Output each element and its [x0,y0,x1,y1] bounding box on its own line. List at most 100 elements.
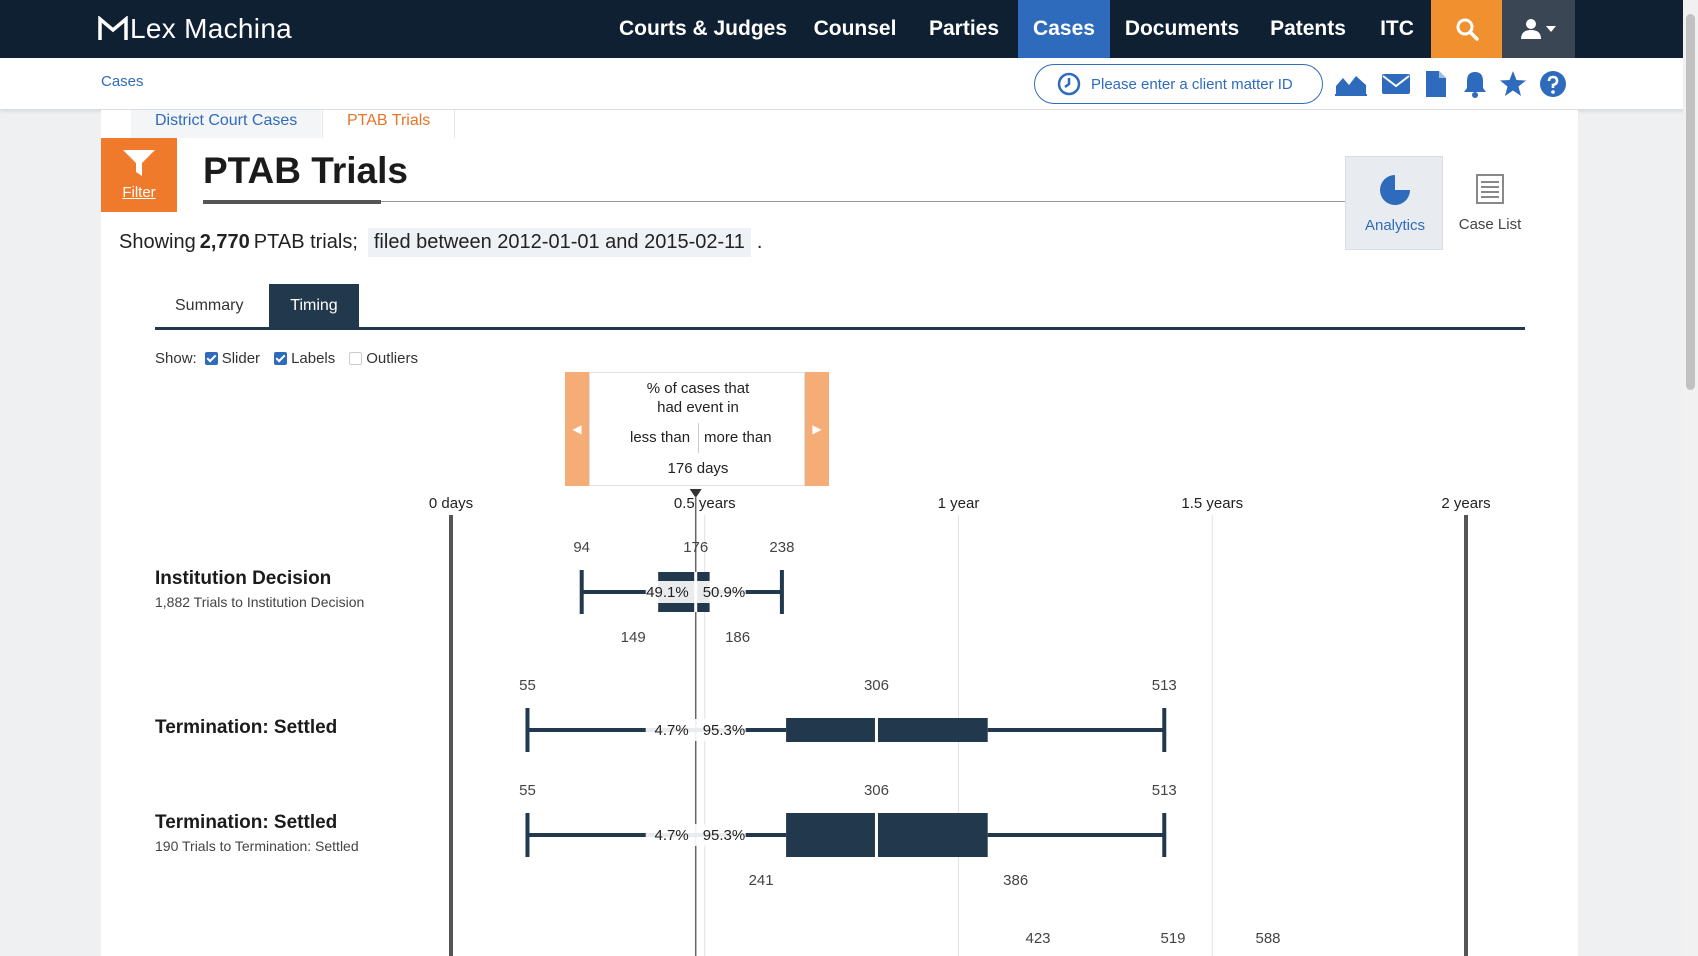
slider-checkbox[interactable] [204,352,218,365]
nav-courts-judges[interactable]: Courts & Judges [618,17,788,40]
nav-patents[interactable]: Patents [1270,17,1346,40]
analytics-tabs: Summary Timing [155,284,1525,330]
top-nav: Lex Machina Courts & Judges Counsel Part… [0,0,1698,58]
sub-header: Cases Please enter a client matter ID [0,58,1698,110]
tab-district-court-cases[interactable]: District Court Cases [131,110,322,138]
row-title-termination-settled-2: Termination: Settled [155,812,338,833]
bell-icon [1464,72,1486,98]
slider-option-divider [698,423,699,453]
pie-chart-icon [1380,175,1410,205]
alerts-button[interactable] [1459,69,1491,99]
pct-less-label: 49.1% [646,584,689,601]
value-label-bottom: 241 [749,872,774,889]
value-label-top: 94 [573,539,590,556]
value-label-top: 238 [769,539,794,556]
date-filter-chip[interactable]: filed between 2012-01-01 and 2015-02-11 [367,228,751,257]
page-scrollbar-thumb[interactable] [1686,14,1695,390]
value-label-top: 513 [1152,782,1177,799]
help-icon [1540,71,1566,97]
slider-caption: % of cases that had event in [590,379,806,417]
funnel-icon [123,150,155,176]
breadcrumb[interactable]: Cases [101,73,144,90]
axis-tick-label: 0.5 years [674,495,736,512]
app-name: Lex Machina [130,13,293,44]
value-label-top: 306 [864,782,889,799]
show-options: Show: Slider Labels Outliers [155,350,424,367]
iqr-box [786,813,988,857]
value-label-next-row: 423 [1025,930,1050,947]
labels-checkbox[interactable] [274,352,288,365]
search-button[interactable] [1431,0,1502,58]
main-card: District Court Cases PTAB Trials Filter … [101,110,1578,956]
pct-less-label: 4.7% [655,722,689,739]
results-summary: Showing 2,770 PTAB trials; filed between… [119,228,762,257]
value-label-bottom: 386 [1003,872,1028,889]
slider-right-arrow[interactable]: ▶ [805,372,829,486]
showing-suffix: PTAB trials; [253,231,358,253]
slider-panel: % of cases that had event in less than m… [589,372,805,486]
document-icon [1426,71,1446,97]
outliers-checkbox-label[interactable]: Outliers [366,350,418,367]
document-button[interactable] [1420,69,1452,99]
slider-days-value: 176 days [667,460,729,477]
analytics-chart-button[interactable] [1335,69,1367,99]
user-icon [1520,19,1556,39]
tab-timing[interactable]: Timing [269,284,359,327]
filter-button[interactable]: Filter [101,138,177,212]
analytics-view-button[interactable]: Analytics [1345,156,1443,250]
title-underline [203,200,381,204]
value-label-next-row: 588 [1255,930,1280,947]
client-matter-label: Please enter a client matter ID [1091,75,1293,93]
iqr-box [786,718,988,742]
axis-tick-label: 2 years [1441,495,1490,512]
pct-more-label: 95.3% [703,827,746,844]
logo[interactable]: Lex Machina [98,13,292,45]
pct-more-label: 95.3% [703,722,746,739]
value-label-top: 55 [519,782,536,799]
list-icon [1476,174,1504,204]
slider-caption-line2: had event in [657,399,739,416]
help-button[interactable] [1537,69,1569,99]
client-matter-button[interactable]: Please enter a client matter ID [1034,64,1323,104]
tab-ptab-trials[interactable]: PTAB Trials [322,110,456,138]
value-label-bottom: 149 [621,629,646,646]
clock-icon [1057,72,1081,96]
favorites-button[interactable] [1497,69,1529,99]
outliers-checkbox[interactable] [349,352,363,365]
value-label-next-row: 519 [1160,930,1185,947]
value-label-top: 55 [519,677,536,694]
slider-checkbox-label[interactable]: Slider [221,350,261,367]
slider-caption-line1: % of cases that [646,380,750,397]
area-chart-icon [1335,76,1367,96]
show-label: Show: [155,350,197,367]
pct-less-label: 4.7% [655,827,689,844]
axis-tick-label: 1.5 years [1181,495,1243,512]
more-than-option[interactable]: more than [704,429,772,446]
slider-left-arrow[interactable]: ◀ [565,372,589,486]
title-divider [203,201,1414,202]
nav-itc[interactable]: ITC [1380,17,1414,40]
less-than-option[interactable]: less than [630,429,691,446]
labels-checkbox-label[interactable]: Labels [291,350,336,367]
row-subtitle-institution-decision: 1,882 Trials to Institution Decision [155,594,365,610]
result-count: 2,770 [199,231,250,253]
nav-parties[interactable]: Parties [928,17,1000,40]
row-subtitle-termination-settled-2: 190 Trials to Termination: Settled [155,838,359,854]
showing-prefix: Showing [119,231,196,253]
analytics-view-label: Analytics [1364,217,1426,234]
case-list-view-button[interactable]: Case List [1441,156,1539,250]
value-label-top: 176 [683,539,708,556]
logo-mark-icon [98,16,128,40]
nav-counsel[interactable]: Counsel [813,17,897,40]
nav-documents[interactable]: Documents [1124,17,1240,40]
user-menu-button[interactable] [1502,0,1575,58]
row-title-institution-decision: Institution Decision [155,568,332,589]
pct-label-bg [645,824,746,846]
value-label-top: 513 [1152,677,1177,694]
nav-cases[interactable]: Cases [1018,0,1110,58]
email-button[interactable] [1380,69,1412,99]
pct-label-bg [645,719,746,741]
tab-summary[interactable]: Summary [175,297,244,314]
search-icon [1456,18,1479,41]
envelope-icon [1382,74,1410,94]
